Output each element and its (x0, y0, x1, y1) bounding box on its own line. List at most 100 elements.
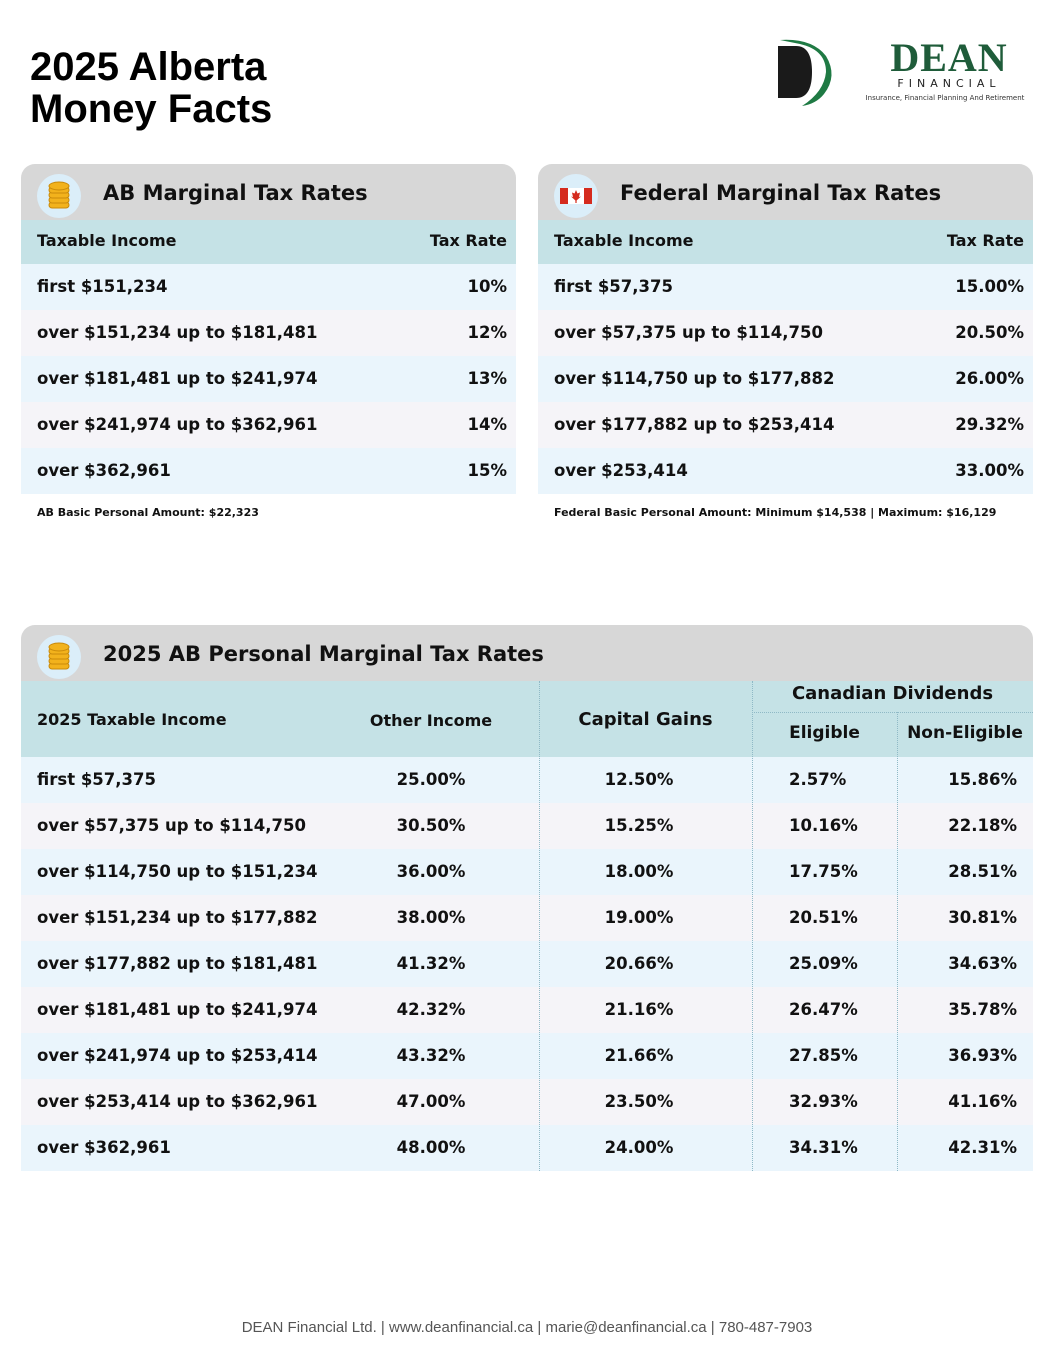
eligible-cell: 10.16% (789, 816, 858, 835)
non-eligible-cell: 35.78% (948, 1000, 1017, 1019)
footer-contact: DEAN Financial Ltd. | www.deanfinancial.… (241, 1319, 813, 1336)
other-income-cell: 47.00% (396, 1092, 466, 1111)
col-taxable-income: 2025 Taxable Income (37, 710, 227, 729)
fed-col-income: Taxable Income (554, 231, 694, 250)
income-cell: over $241,974 up to $362,961 (37, 415, 318, 434)
fed-table-title: Federal Marginal Tax Rates (620, 181, 942, 205)
ab-table-column-header: Taxable Income Tax Rate (21, 220, 516, 264)
ab-col-income: Taxable Income (37, 231, 177, 250)
rate-cell: 20.50% (955, 323, 1024, 342)
income-cell: over $253,414 up to $362,961 (37, 1092, 318, 1111)
canada-flag-icon (554, 174, 598, 218)
capital-gains-cell: 18.00% (604, 862, 674, 881)
column-divider (752, 681, 753, 1171)
rate-cell: 12% (467, 323, 508, 342)
non-eligible-cell: 41.16% (948, 1092, 1017, 1111)
table-row: over $57,375 up to $114,750 30.50% 15.25… (21, 803, 1033, 849)
other-income-cell: 25.00% (396, 770, 466, 789)
non-eligible-cell: 34.63% (948, 954, 1017, 973)
logo-brand-sub: FINANCIAL (897, 77, 1001, 90)
income-cell: over $114,750 up to $151,234 (37, 862, 318, 881)
table-row: over $241,974 up to $253,414 43.32% 21.6… (21, 1033, 1033, 1079)
table-row: first $151,234 10% (21, 264, 516, 310)
income-cell: over $114,750 up to $177,882 (554, 369, 835, 388)
table-row: over $114,750 up to $151,234 36.00% 18.0… (21, 849, 1033, 895)
non-eligible-cell: 22.18% (948, 816, 1017, 835)
table-row: over $177,882 up to $181,481 41.32% 20.6… (21, 941, 1033, 987)
fed-table-column-header: Taxable Income Tax Rate (538, 220, 1033, 264)
dean-financial-logo: DEAN FINANCIAL Insurance, Financial Plan… (766, 36, 1028, 110)
rate-cell: 15.00% (955, 277, 1024, 296)
page-title-line2: Money Facts (30, 87, 273, 131)
table-row: over $181,481 up to $241,974 42.32% 21.1… (21, 987, 1033, 1033)
income-cell: first $57,375 (37, 770, 156, 789)
income-cell: first $57,375 (554, 277, 673, 296)
table-row: over $362,961 15% (21, 448, 516, 494)
table-row: first $57,375 25.00% 12.50% 2.57% 15.86% (21, 757, 1033, 803)
income-cell: over $362,961 (37, 461, 171, 480)
income-cell: over $177,882 up to $181,481 (37, 954, 318, 973)
logo-tagline: Insurance, Financial Planning And Retire… (865, 94, 1025, 102)
eligible-cell: 17.75% (789, 862, 858, 881)
logo-brand-name: DEAN (890, 35, 1008, 80)
table-row: over $253,414 33.00% (538, 448, 1033, 494)
table-row: over $241,974 up to $362,961 14% (21, 402, 516, 448)
rate-cell: 14% (467, 415, 508, 434)
table-row: over $151,234 up to $181,481 12% (21, 310, 516, 356)
rate-cell: 33.00% (955, 461, 1024, 480)
other-income-cell: 36.00% (396, 862, 466, 881)
capital-gains-cell: 20.66% (604, 954, 674, 973)
column-divider (897, 712, 898, 1171)
capital-gains-cell: 21.66% (604, 1046, 674, 1065)
income-cell: over $151,234 up to $181,481 (37, 323, 318, 342)
table-row: over $253,414 up to $362,961 47.00% 23.5… (21, 1079, 1033, 1125)
fed-basic-personal-amount: Federal Basic Personal Amount: Minimum $… (554, 506, 997, 519)
income-cell: over $253,414 (554, 461, 688, 480)
other-income-cell: 43.32% (396, 1046, 466, 1065)
rate-cell: 10% (467, 277, 508, 296)
ab-table-title: AB Marginal Tax Rates (103, 181, 368, 205)
table-row: over $362,961 48.00% 24.00% 34.31% 42.31… (21, 1125, 1033, 1171)
other-income-cell: 41.32% (396, 954, 466, 973)
income-cell: over $177,882 up to $253,414 (554, 415, 835, 434)
ab-table-header: AB Marginal Tax Rates (21, 164, 516, 220)
income-cell: over $241,974 up to $253,414 (37, 1046, 318, 1065)
income-cell: over $181,481 up to $241,974 (37, 369, 318, 388)
fed-table-header: Federal Marginal Tax Rates (538, 164, 1033, 220)
non-eligible-cell: 15.86% (948, 770, 1017, 789)
table-row: over $114,750 up to $177,882 26.00% (538, 356, 1033, 402)
eligible-cell: 32.93% (789, 1092, 858, 1111)
capital-gains-cell: 23.50% (604, 1092, 674, 1111)
coins-icon (37, 174, 81, 218)
income-cell: over $57,375 up to $114,750 (554, 323, 823, 342)
income-cell: over $151,234 up to $177,882 (37, 908, 318, 927)
page-title: 2025 Alberta Money Facts (30, 46, 430, 130)
eligible-cell: 2.57% (789, 770, 847, 789)
table-row: over $151,234 up to $177,882 38.00% 19.0… (21, 895, 1033, 941)
page-title-line1: 2025 Alberta (30, 45, 267, 89)
income-cell: over $57,375 up to $114,750 (37, 816, 306, 835)
rate-cell: 15% (467, 461, 508, 480)
capital-gains-cell: 24.00% (604, 1138, 674, 1157)
rate-cell: 29.32% (955, 415, 1024, 434)
column-divider (539, 681, 540, 1171)
fed-col-rate: Tax Rate (946, 231, 1024, 250)
eligible-cell: 27.85% (789, 1046, 858, 1065)
other-income-cell: 38.00% (396, 908, 466, 927)
rate-cell: 13% (467, 369, 508, 388)
col-other-income: Other Income (369, 711, 493, 730)
dean-logo-mark-icon (778, 39, 832, 106)
rate-cell: 26.00% (955, 369, 1024, 388)
income-cell: first $151,234 (37, 277, 168, 296)
eligible-cell: 34.31% (789, 1138, 858, 1157)
coins-icon (37, 635, 81, 679)
capital-gains-cell: 12.50% (604, 770, 674, 789)
income-cell: over $181,481 up to $241,974 (37, 1000, 318, 1019)
eligible-cell: 26.47% (789, 1000, 858, 1019)
table-row: over $181,481 up to $241,974 13% (21, 356, 516, 402)
income-cell: over $362,961 (37, 1138, 171, 1157)
personal-table-title: 2025 AB Personal Marginal Tax Rates (103, 642, 544, 666)
eligible-cell: 20.51% (789, 908, 858, 927)
non-eligible-cell: 28.51% (948, 862, 1017, 881)
personal-table-header: 2025 AB Personal Marginal Tax Rates (21, 625, 1033, 681)
